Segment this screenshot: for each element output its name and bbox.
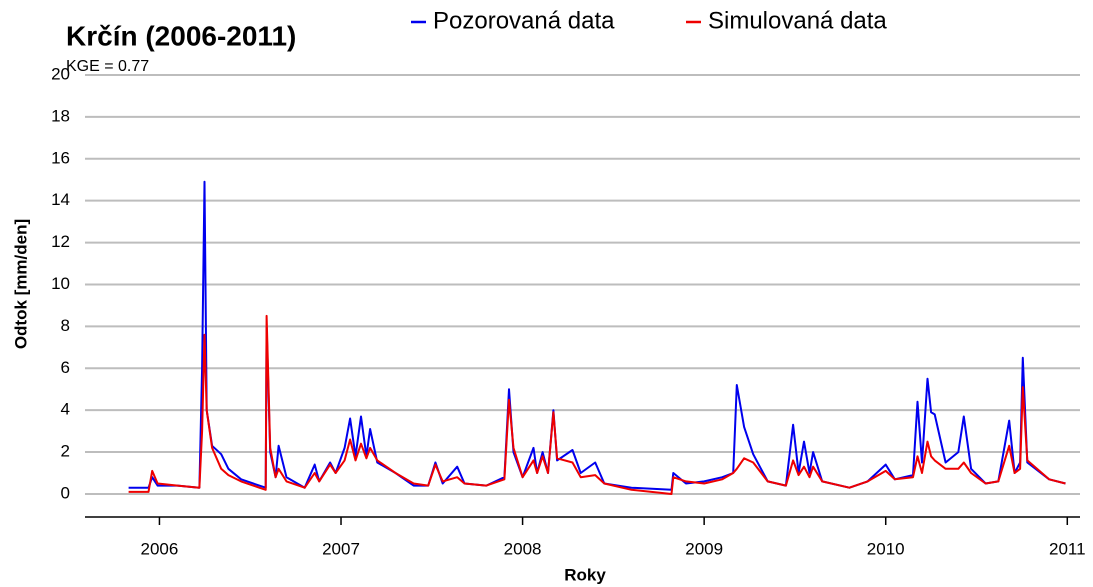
legend-label: Pozorovaná data: [433, 7, 615, 34]
x-tick-label: 2011: [1049, 539, 1086, 558]
y-tick-label: 16: [51, 148, 70, 167]
y-tick-label: 6: [61, 358, 70, 377]
y-tick-label: 14: [51, 190, 70, 209]
x-tick-label: 2008: [504, 539, 542, 558]
y-tick-label: 12: [51, 232, 70, 251]
y-tick-label: 8: [61, 316, 70, 335]
y-tick-label: 2: [61, 442, 70, 461]
y-tick-label: 20: [51, 64, 70, 83]
x-tick-label: 2009: [685, 539, 723, 558]
x-tick-label: 2007: [322, 539, 360, 558]
x-axis-label: Roky: [564, 565, 606, 584]
y-tick-label: 10: [51, 274, 70, 293]
y-tick-label: 4: [61, 400, 70, 419]
x-tick-label: 2010: [867, 539, 905, 558]
x-tick-label: 2006: [141, 539, 179, 558]
data-line: [128, 314, 1066, 495]
annotation: KGE = 0.77: [66, 58, 149, 75]
y-tick-label: 0: [61, 483, 70, 502]
y-tick-label: 18: [51, 106, 70, 125]
chart-title: Krčín (2006-2011): [66, 20, 296, 51]
legend-label: Simulovaná data: [708, 7, 887, 34]
y-axis-label: Odtok [mm/den]: [11, 219, 30, 349]
